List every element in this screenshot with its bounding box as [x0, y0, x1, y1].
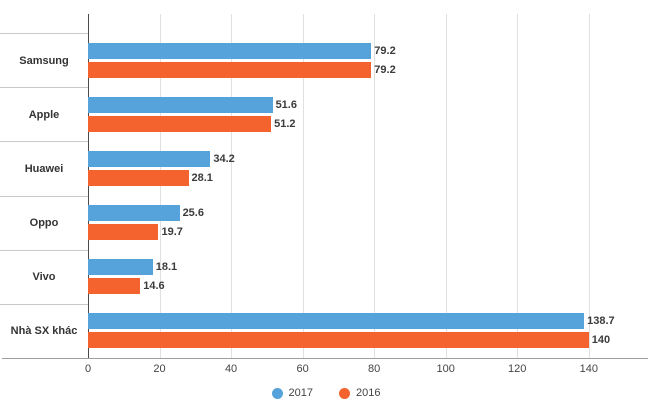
- bar-2017: [88, 96, 273, 113]
- x-tick-label: 120: [508, 363, 527, 375]
- bar-line: 79.2: [88, 42, 646, 59]
- category-row: Apple 51.6 51.2: [0, 87, 646, 141]
- bar-value-label: 28.1: [191, 171, 213, 184]
- bar-line: 14.6: [88, 278, 646, 295]
- x-tick-label: 40: [224, 363, 238, 375]
- legend-item-2016: 2016: [339, 387, 380, 399]
- category-label: Nhà SX khác: [0, 303, 88, 358]
- legend-dot: [339, 387, 350, 399]
- bar-value-label: 51.2: [274, 117, 296, 130]
- x-axis-tick-labels: 0 20 40 60 80 100 120 140: [84, 363, 646, 377]
- bar-value-label: 19.7: [161, 226, 183, 239]
- category-bars: 79.2 79.2: [88, 33, 646, 87]
- category-label: Vivo: [0, 249, 88, 304]
- category-label: Oppo: [0, 195, 88, 250]
- category-row: Vivo 18.1 14.6: [0, 249, 646, 304]
- bar-2016: [88, 115, 272, 132]
- x-tick-label: 100: [436, 363, 455, 375]
- bar-line: 25.6: [88, 205, 646, 222]
- legend-label: 2016: [356, 387, 381, 399]
- bar-line: 28.1: [88, 169, 646, 186]
- category-bars: 138.7 140: [88, 304, 646, 358]
- bar-2017: [88, 259, 153, 276]
- category-label: Apple: [0, 87, 88, 141]
- bar-value-label: 79.2: [374, 63, 396, 76]
- x-tick-label: 140: [579, 363, 598, 375]
- bar-2016: [88, 278, 141, 295]
- x-axis-line: [2, 358, 648, 359]
- rows-region: Samsung 79.2 79.2 Apple 51.6 51.2 Huawei 34.2 28…: [0, 33, 646, 358]
- category-bars: 18.1 14.6: [88, 250, 646, 304]
- bar-line: 34.2: [88, 150, 646, 167]
- legend: 2017 2016: [0, 387, 652, 399]
- legend-item-2017: 2017: [271, 387, 313, 399]
- bar-line: 19.7: [88, 224, 646, 241]
- category-row: Huawei 34.2 28.1: [0, 141, 646, 195]
- legend-label: 2017: [288, 387, 313, 399]
- bar-line: 140: [88, 332, 646, 349]
- bar-value-label: 25.6: [182, 207, 204, 220]
- category-bars: 34.2 28.1: [88, 141, 646, 195]
- bar-line: 138.7: [88, 313, 646, 330]
- category-row: Samsung 79.2 79.2: [0, 33, 646, 87]
- y-axis-line: [88, 14, 89, 358]
- category-row: Oppo 25.6 19.7: [0, 195, 646, 250]
- bar-2017: [88, 205, 180, 222]
- bar-2016: [88, 224, 159, 241]
- bar-line: 79.2: [88, 61, 646, 78]
- bar-line: 18.1: [88, 259, 646, 276]
- bar-value-label: 14.6: [143, 280, 165, 293]
- bar-2017: [88, 313, 585, 330]
- bar-value-label: 51.6: [275, 98, 297, 111]
- bar-line: 51.6: [88, 96, 646, 113]
- category-label: Samsung: [0, 33, 88, 87]
- x-tick-label: 60: [296, 363, 309, 375]
- category-label: Huawei: [0, 141, 88, 195]
- category-bars: 25.6 19.7: [88, 196, 646, 250]
- bar-value-label: 138.7: [587, 315, 615, 328]
- bar-value-label: 79.2: [374, 44, 396, 57]
- bar-2016: [88, 169, 189, 186]
- bar-value-label: 18.1: [155, 261, 178, 274]
- bar-2016: [88, 61, 372, 78]
- bar-2017: [88, 42, 372, 59]
- category-bars: 51.6 51.2: [88, 87, 646, 141]
- x-tick-label: 0: [84, 363, 92, 375]
- bar-line: 51.2: [88, 115, 646, 132]
- bar-2017: [88, 150, 211, 167]
- x-tick-label: 20: [153, 363, 166, 375]
- x-tick-label: 80: [368, 363, 381, 375]
- legend-dot: [271, 387, 283, 399]
- bar-value-label: 34.2: [213, 152, 235, 165]
- bar-value-label: 140: [591, 334, 611, 347]
- category-row: Nhà SX khác 138.7 140: [0, 303, 646, 358]
- bar-2016: [88, 332, 589, 349]
